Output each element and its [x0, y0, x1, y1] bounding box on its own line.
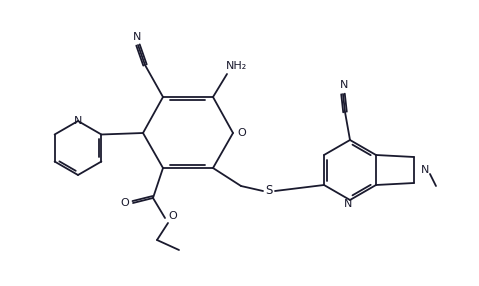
Text: N: N — [344, 199, 352, 209]
Text: N: N — [421, 165, 429, 175]
Text: S: S — [265, 184, 273, 198]
Text: N: N — [340, 80, 348, 90]
Text: N: N — [133, 32, 141, 42]
Text: O: O — [121, 198, 129, 208]
Text: NH₂: NH₂ — [227, 61, 248, 71]
Text: N: N — [74, 116, 82, 126]
Text: O: O — [169, 211, 177, 221]
Text: O: O — [238, 128, 246, 138]
